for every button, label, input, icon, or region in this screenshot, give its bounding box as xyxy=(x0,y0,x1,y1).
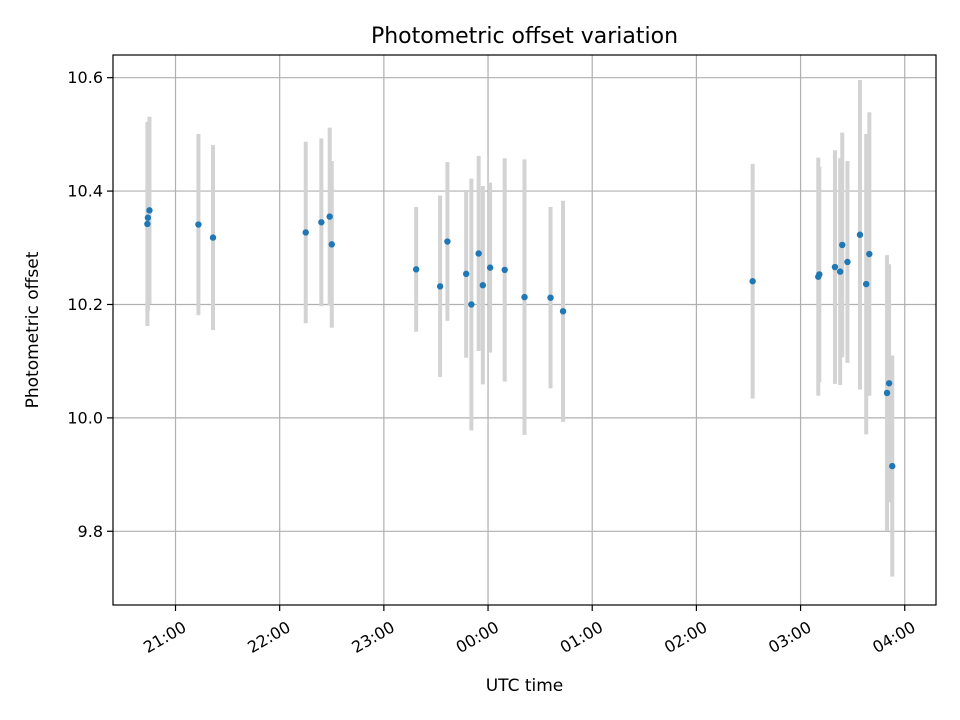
data-point xyxy=(318,219,325,226)
data-point xyxy=(863,280,870,288)
data-point xyxy=(885,380,893,387)
x-tick-label: 01:00 xyxy=(557,617,606,657)
data-point xyxy=(444,238,451,245)
chart-title: Photometric offset variation xyxy=(371,24,678,49)
grid xyxy=(113,55,936,605)
data-point xyxy=(468,301,475,308)
data-point xyxy=(889,462,896,470)
data-point xyxy=(462,270,470,278)
y-tick-label: 10.6 xyxy=(67,68,103,87)
data-point xyxy=(195,221,202,228)
data-point xyxy=(836,268,844,275)
x-tick-label: 04:00 xyxy=(869,617,918,657)
data-point xyxy=(866,250,873,258)
x-tick-label: 23:00 xyxy=(348,617,397,657)
data-point xyxy=(475,250,482,257)
data-point xyxy=(856,231,864,238)
data-point xyxy=(209,234,217,241)
data-point xyxy=(146,207,153,214)
data-point xyxy=(436,283,444,290)
data-point xyxy=(486,264,494,271)
y-axis-label: Photometric offset xyxy=(23,251,43,408)
x-axis: 21:00 22:00 23:00 00:00 01:00 02:00 03:00 04:00 xyxy=(140,605,919,657)
x-axis-label: UTC time xyxy=(486,676,564,696)
x-tick-label: 00:00 xyxy=(453,617,502,657)
data-point xyxy=(501,266,508,274)
data-point xyxy=(328,241,335,248)
error-bars xyxy=(145,79,895,577)
data-point xyxy=(479,282,487,289)
y-axis: 9.8 10.0 10.2 10.4 10.6 xyxy=(67,68,113,541)
data-point xyxy=(831,263,839,271)
data-point xyxy=(521,293,528,301)
y-tick-label: 9.8 xyxy=(78,522,103,541)
data-point xyxy=(816,271,823,278)
data-point xyxy=(883,389,891,397)
data-point xyxy=(559,308,567,315)
data-point xyxy=(144,220,151,228)
plot-frame xyxy=(112,54,937,606)
x-tick-label: 22:00 xyxy=(244,617,293,657)
data-point xyxy=(749,278,756,285)
y-tick-label: 10.0 xyxy=(67,408,103,427)
data-point xyxy=(844,258,851,266)
data-point xyxy=(412,266,420,273)
data-point xyxy=(547,294,554,301)
y-tick-label: 10.4 xyxy=(67,182,103,201)
data-point xyxy=(302,229,309,236)
data-point xyxy=(839,241,846,249)
data-point xyxy=(144,214,152,221)
y-tick-label: 10.2 xyxy=(67,295,103,314)
x-tick-label: 02:00 xyxy=(661,617,710,657)
x-tick-label: 03:00 xyxy=(765,617,814,657)
data-point xyxy=(326,213,333,220)
data-points xyxy=(144,207,896,470)
x-tick-label: 21:00 xyxy=(140,617,189,657)
